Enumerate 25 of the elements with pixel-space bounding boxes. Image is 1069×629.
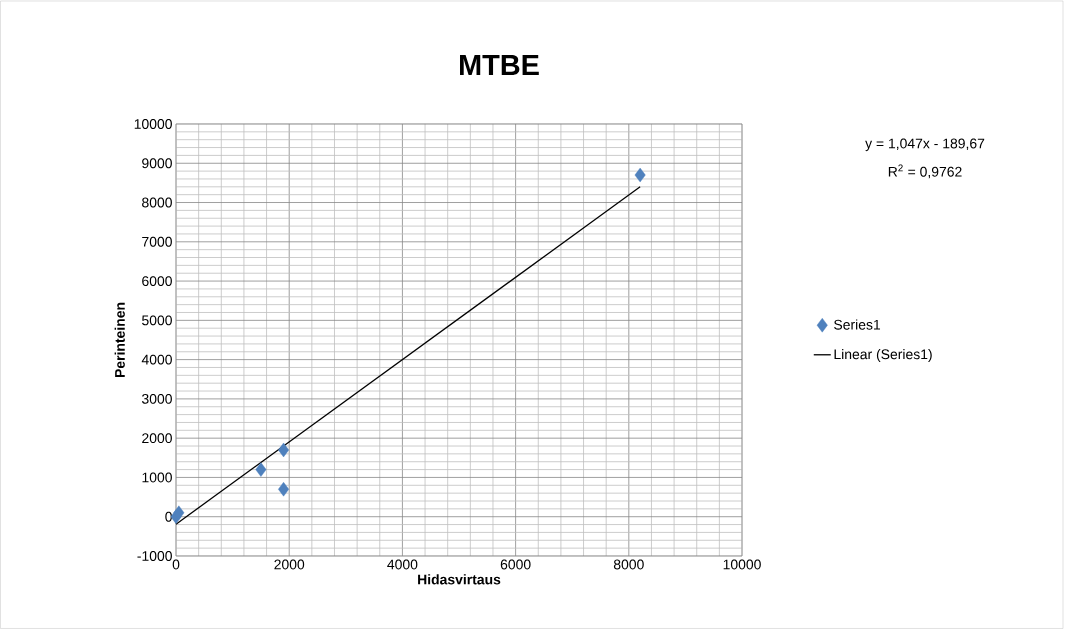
- y-tick-label: 1000: [142, 472, 172, 483]
- chart-title: MTBE: [460, 55, 539, 75]
- text: y = 1,047x - 189,67: [865, 138, 985, 152]
- x-axis-title: Hidasvirtaus: [418, 574, 501, 585]
- y-axis-title: Perinteinen: [114, 302, 125, 378]
- x-tick-label: 4000: [387, 559, 418, 570]
- y-tick-label: -1000: [137, 551, 172, 561]
- y-tick-label: 9000: [142, 158, 172, 169]
- y-tick-label: 2000: [142, 433, 172, 444]
- y-tick-label: 4000: [141, 354, 172, 365]
- y-tick-label: 7000: [142, 236, 172, 247]
- x-tick-label: 8000: [613, 559, 644, 570]
- y-tick-label: 6000: [142, 276, 172, 287]
- x-tick-label: 10000: [723, 559, 761, 570]
- text: R$^{2}$ = 0,9762: [888, 164, 962, 179]
- x-tick-label: 6000: [500, 559, 531, 570]
- x-tick-label: 2000: [274, 559, 305, 570]
- legend-label: Linear (Series1): [834, 348, 932, 362]
- y-tick-label: 8000: [142, 197, 172, 208]
- y-tick-label: 0: [165, 511, 172, 522]
- y-tick-label: 10000: [134, 119, 172, 129]
- legend-label: Series1: [834, 319, 881, 330]
- y-tick-label: 3000: [141, 393, 172, 404]
- x-tick-label: 0: [172, 559, 180, 570]
- y-tick-label: 5000: [142, 315, 172, 326]
